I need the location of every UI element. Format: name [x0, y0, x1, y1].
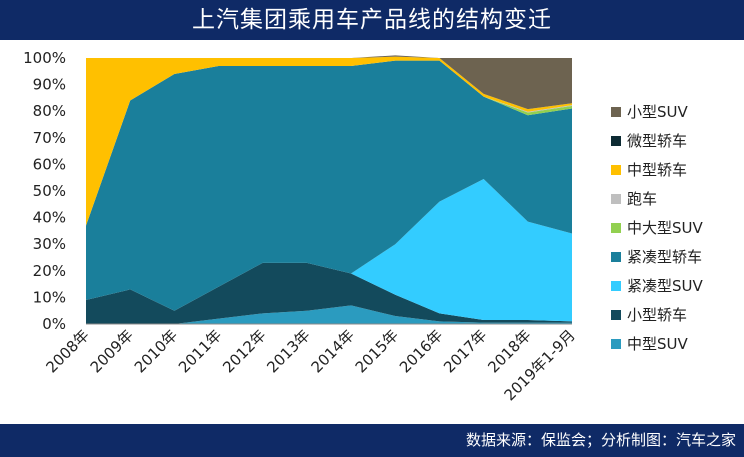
legend-item: 紧凑型轿车 [611, 242, 741, 271]
footer-bar: 数据来源：保监会；分析制图：汽车之家 [0, 424, 744, 457]
legend-swatch [611, 280, 621, 291]
area-series-6 [86, 56, 572, 226]
legend-item: 中型SUV [611, 329, 741, 358]
legend-swatch [611, 193, 621, 204]
area-series-1 [86, 262, 572, 324]
legend-label: 跑车 [627, 190, 658, 208]
y-tick-label: 40% [33, 209, 66, 227]
y-tick-label: 10% [33, 288, 66, 306]
legend-item: 紧凑型SUV [611, 271, 741, 300]
area-series-2 [86, 179, 572, 322]
area-series-8 [86, 55, 572, 110]
legend-label: 紧凑型SUV [627, 277, 703, 295]
y-tick-label: 0% [42, 315, 66, 333]
area-series-3 [86, 60, 572, 311]
x-tick-label: 2008年 [42, 326, 92, 376]
legend-swatch [611, 135, 621, 146]
data-source-note: 数据来源：保监会；分析制图：汽车之家 [465, 431, 736, 449]
legend-label: 小型轿车 [627, 306, 688, 324]
legend-label: 中大型SUV [627, 219, 703, 237]
y-tick-label: 50% [33, 182, 66, 200]
y-tick-label: 60% [33, 155, 66, 173]
legend-swatch [611, 222, 621, 233]
legend-item: 跑车 [611, 184, 741, 213]
legend-item: 小型轿车 [611, 300, 741, 329]
x-tick-label: 2009年 [87, 326, 137, 376]
legend-swatch [611, 164, 621, 175]
legend-label: 小型SUV [627, 103, 688, 121]
x-tick-label: 2011年 [175, 326, 225, 376]
y-tick-label: 70% [33, 129, 66, 147]
x-tick-label: 2014年 [308, 326, 358, 376]
legend-swatch [611, 338, 621, 349]
y-tick-label: 90% [33, 76, 66, 94]
x-tick-label: 2012年 [219, 326, 269, 376]
x-tick-label: 2013年 [263, 326, 313, 376]
y-tick-label: 100% [23, 49, 66, 67]
y-tick-label: 80% [33, 102, 66, 120]
y-tick-label: 30% [33, 235, 66, 253]
chart-legend: 小型SUV 微型轿车中型轿车跑车中大型SUV 紧凑型轿车紧凑型SUV 小型轿车中型SU… [611, 97, 741, 358]
legend-item: 中大型SUV [611, 213, 741, 242]
x-tick-label: 2016年 [396, 326, 446, 376]
x-tick-label: 2015年 [352, 326, 402, 376]
legend-item: 中型轿车 [611, 155, 741, 184]
y-tick-label: 20% [33, 262, 66, 280]
legend-item: 小型SUV [611, 97, 741, 126]
legend-swatch [611, 251, 621, 262]
legend-label: 中型SUV [627, 335, 688, 353]
legend-label: 紧凑型轿车 [627, 248, 703, 266]
x-tick-label: 2010年 [131, 326, 181, 376]
legend-swatch [611, 309, 621, 320]
legend-label: 微型轿车 [627, 132, 688, 150]
legend-swatch [611, 106, 621, 117]
title-bar [0, 0, 744, 40]
chart-title: 上汽集团乘用车产品线的结构变迁 [192, 7, 552, 33]
x-tick-label: 2017年 [440, 326, 490, 376]
legend-label: 中型轿车 [627, 161, 688, 179]
area-series-0 [86, 305, 572, 324]
legend-item: 微型轿车 [611, 126, 741, 155]
stacked-area-chart: 0%10%20%30%40%50%60%70%80%90%100%2008年20… [23, 49, 579, 404]
